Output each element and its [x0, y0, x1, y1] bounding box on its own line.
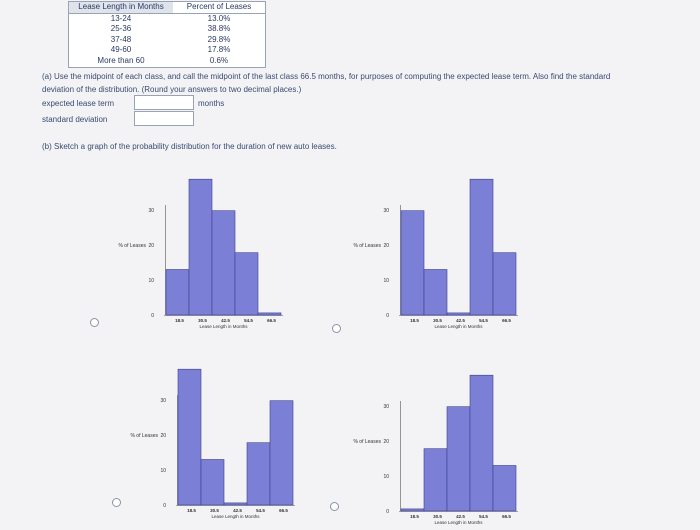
- x-tick-label: 66.5: [502, 318, 511, 323]
- option-c-radio[interactable]: [112, 498, 121, 507]
- y-tick-zero: 0: [386, 509, 389, 515]
- bar: [446, 406, 471, 512]
- bar: [269, 400, 294, 506]
- header-lease-length: Lease Length in Months: [69, 2, 173, 13]
- row-label: 25-36: [110, 24, 132, 34]
- bar: [423, 448, 448, 512]
- y-tick-label: 30: [383, 208, 389, 214]
- x-tick-label: 18.5: [410, 514, 419, 519]
- x-tick-label: 18.5: [187, 508, 196, 513]
- x-axis-label: Lease Length in Months: [434, 324, 483, 329]
- y-tick-label: 30: [148, 208, 154, 214]
- x-axis-label: Lease Length in Months: [199, 324, 248, 329]
- x-tick-label: 54.5: [256, 508, 265, 513]
- table-row: 13-24 13.0%: [69, 14, 265, 25]
- bar: [211, 210, 236, 316]
- bar: [234, 252, 259, 316]
- bar: [492, 252, 517, 316]
- x-tick-label: 54.5: [244, 318, 253, 323]
- y-tick-zero: 0: [386, 313, 389, 319]
- x-tick-label: 42.5: [456, 514, 465, 519]
- x-axis-label: Lease Length in Months: [434, 520, 483, 525]
- option-d-radio[interactable]: [330, 502, 339, 511]
- option-b-radio[interactable]: [332, 324, 341, 333]
- row-label: 49-60: [110, 45, 132, 55]
- y-tick-label: 10: [383, 474, 389, 480]
- y-tick-label: 20: [148, 243, 154, 249]
- header-percent: Percent of Leases: [186, 2, 252, 11]
- y-tick-zero: 0: [151, 313, 154, 319]
- x-tick-label: 54.5: [479, 514, 488, 519]
- y-axis-label: % of Leases: [118, 243, 146, 249]
- option-a-radio[interactable]: [90, 318, 99, 327]
- row-label: More than 60: [97, 55, 145, 65]
- bar: [257, 312, 282, 316]
- part-a-question-line2: deviation of the distribution. (Round yo…: [42, 85, 302, 94]
- expected-lease-input[interactable]: [134, 95, 194, 110]
- bar: [223, 502, 248, 506]
- bar: [177, 368, 202, 506]
- bar: [200, 459, 225, 506]
- table-header: Lease Length in Months Percent of Leases: [69, 2, 265, 14]
- x-tick-label: 30.5: [210, 508, 219, 513]
- part-b-question: (b) Sketch a graph of the probability di…: [42, 142, 337, 151]
- bar: [400, 508, 425, 512]
- bar: [165, 269, 190, 316]
- lease-table: Lease Length in Months Percent of Leases…: [68, 1, 266, 68]
- standard-deviation-input[interactable]: [134, 111, 194, 126]
- bar: [469, 178, 494, 316]
- y-axis-label: % of Leases: [353, 439, 381, 445]
- x-tick-label: 42.5: [456, 318, 465, 323]
- x-tick-label: 66.5: [279, 508, 288, 513]
- x-tick-label: 54.5: [479, 318, 488, 323]
- x-axis-label: Lease Length in Months: [211, 514, 260, 519]
- y-tick-label: 30: [160, 398, 166, 404]
- x-tick-label: 18.5: [175, 318, 184, 323]
- row-value: 29.8%: [207, 34, 231, 44]
- x-tick-label: 30.5: [433, 318, 442, 323]
- bar: [246, 442, 271, 506]
- x-tick-label: 42.5: [221, 318, 230, 323]
- table-row: 25-36 38.8%: [69, 24, 265, 35]
- bar: [400, 210, 425, 316]
- y-tick-label: 20: [160, 433, 166, 439]
- histogram-option-d: 10 20 30 0 % of Leases 18.5 30.5 42.5 54.5 66.5 Le…: [353, 374, 518, 525]
- y-axis-label: % of Leases: [130, 433, 158, 439]
- row-value: 38.8%: [207, 24, 231, 34]
- x-tick-label: 18.5: [410, 318, 419, 323]
- expected-lease-label: expected lease term: [42, 99, 115, 108]
- bar: [446, 312, 471, 316]
- y-tick-label: 10: [383, 278, 389, 284]
- histogram-option-a: 10 20 30 0 % of Leases 18.5 30.5 42.5 54.5 66.5 Le…: [118, 178, 283, 329]
- y-tick-zero: 0: [163, 503, 166, 509]
- row-value: 17.8%: [207, 45, 231, 55]
- table-row: 49-60 17.8%: [69, 45, 265, 56]
- y-tick-label: 10: [148, 278, 154, 284]
- y-tick-label: 30: [383, 404, 389, 410]
- x-tick-label: 66.5: [502, 514, 511, 519]
- row-value: 0.6%: [209, 55, 229, 65]
- row-value: 13.0%: [207, 13, 231, 23]
- y-tick-label: 20: [383, 243, 389, 249]
- histogram-option-c: 10 20 30 0 % of Leases 18.5 30.5 42.5 54.5 66.5 Le…: [130, 368, 295, 519]
- expected-lease-unit: months: [198, 99, 225, 108]
- table-row: 37-48 29.8%: [69, 35, 265, 46]
- x-tick-label: 30.5: [198, 318, 207, 323]
- row-label: 37-48: [110, 34, 132, 44]
- bar: [188, 178, 213, 316]
- y-axis-label: % of Leases: [353, 243, 381, 249]
- standard-deviation-label: standard deviation: [42, 115, 108, 124]
- bar: [469, 374, 494, 512]
- x-tick-label: 42.5: [233, 508, 242, 513]
- table-row: More than 60 0.6%: [69, 56, 265, 67]
- y-tick-label: 20: [383, 439, 389, 445]
- y-tick-label: 10: [160, 468, 166, 474]
- bar: [423, 269, 448, 316]
- bar: [492, 465, 517, 512]
- x-tick-label: 30.5: [433, 514, 442, 519]
- row-label: 13-24: [110, 13, 132, 23]
- part-a-question-line1: (a) Use the midpoint of each class, and …: [42, 72, 611, 81]
- x-tick-label: 66.5: [267, 318, 276, 323]
- histogram-option-b: 10 20 30 0 % of Leases 18.5 30.5 42.5 54.5 66.5 Le…: [353, 178, 518, 329]
